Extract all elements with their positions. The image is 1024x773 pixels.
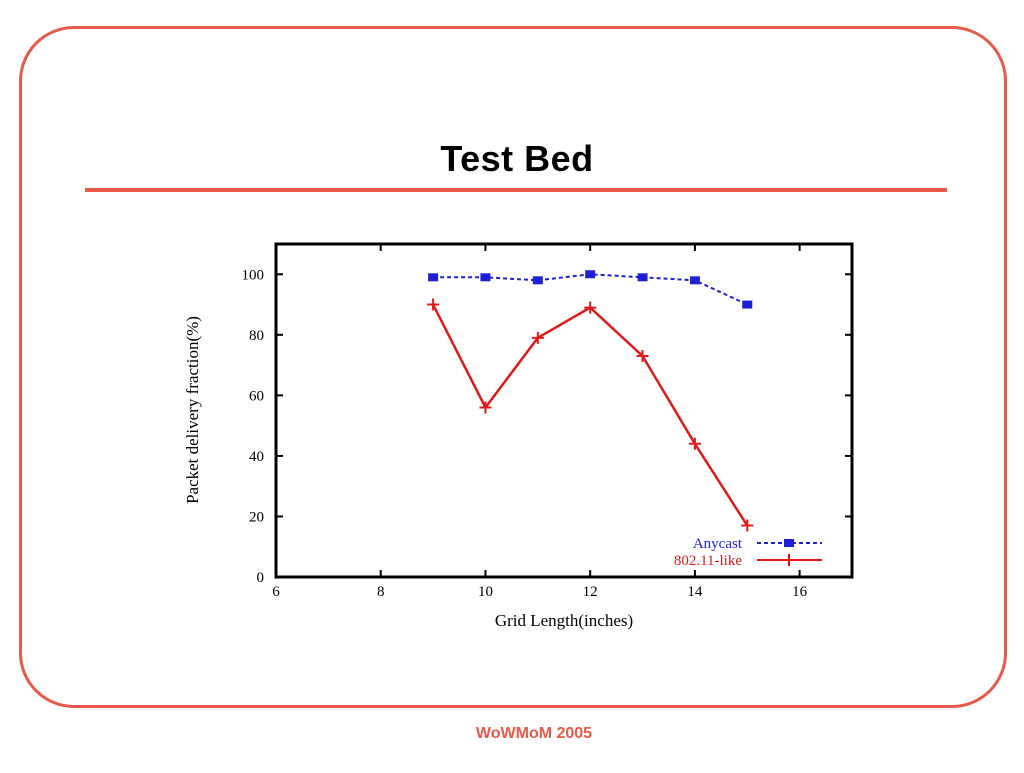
x-tick-label: 12 — [583, 584, 598, 600]
data-point-anycast — [637, 273, 648, 282]
data-point-802-11-like — [427, 298, 440, 311]
data-point-802-11-like — [741, 519, 754, 532]
y-tick-label: 20 — [249, 509, 264, 525]
data-point-anycast — [742, 300, 753, 309]
data-point-anycast — [532, 276, 543, 285]
data-point-anycast — [585, 270, 596, 279]
y-tick-label: 0 — [257, 570, 265, 586]
title-divider — [85, 188, 947, 192]
data-point-anycast — [689, 276, 700, 285]
x-tick-label: 6 — [272, 584, 280, 600]
x-tick-label: 10 — [478, 584, 493, 600]
slide-frame — [19, 26, 1007, 708]
data-point-802-11-like — [636, 350, 649, 363]
legend-label-802-11-like: 802.11-like — [674, 553, 743, 569]
plot-frame — [274, 242, 854, 579]
data-point-802-11-like — [688, 437, 701, 450]
series-line-802-11-like — [431, 303, 749, 527]
data-point-anycast — [480, 273, 491, 282]
x-tick-label: 14 — [687, 584, 703, 600]
y-tick-label: 40 — [249, 449, 264, 465]
footer-text: WoWMoM 2005 — [475, 725, 593, 742]
slide-title: Test Bed — [440, 138, 594, 179]
data-point-802-11-like — [584, 301, 597, 314]
y-axis-label: Packet delivery fraction(%) — [183, 316, 202, 504]
y-tick-label: 80 — [249, 328, 264, 344]
legend-marker-802-11-like — [783, 554, 795, 566]
series-line-anycast — [433, 273, 748, 306]
data-point-802-11-like — [479, 401, 492, 414]
x-axis-label: Grid Length(inches) — [495, 611, 633, 630]
y-tick-label: 100 — [242, 267, 265, 283]
y-tick-label: 60 — [249, 388, 264, 404]
x-tick-label: 8 — [377, 584, 385, 600]
data-point-anycast — [428, 273, 439, 282]
x-tick-label: 16 — [792, 584, 808, 600]
legend-label-anycast: Anycast — [693, 536, 743, 552]
legend-marker-anycast — [784, 539, 794, 547]
data-point-802-11-like — [531, 331, 544, 344]
